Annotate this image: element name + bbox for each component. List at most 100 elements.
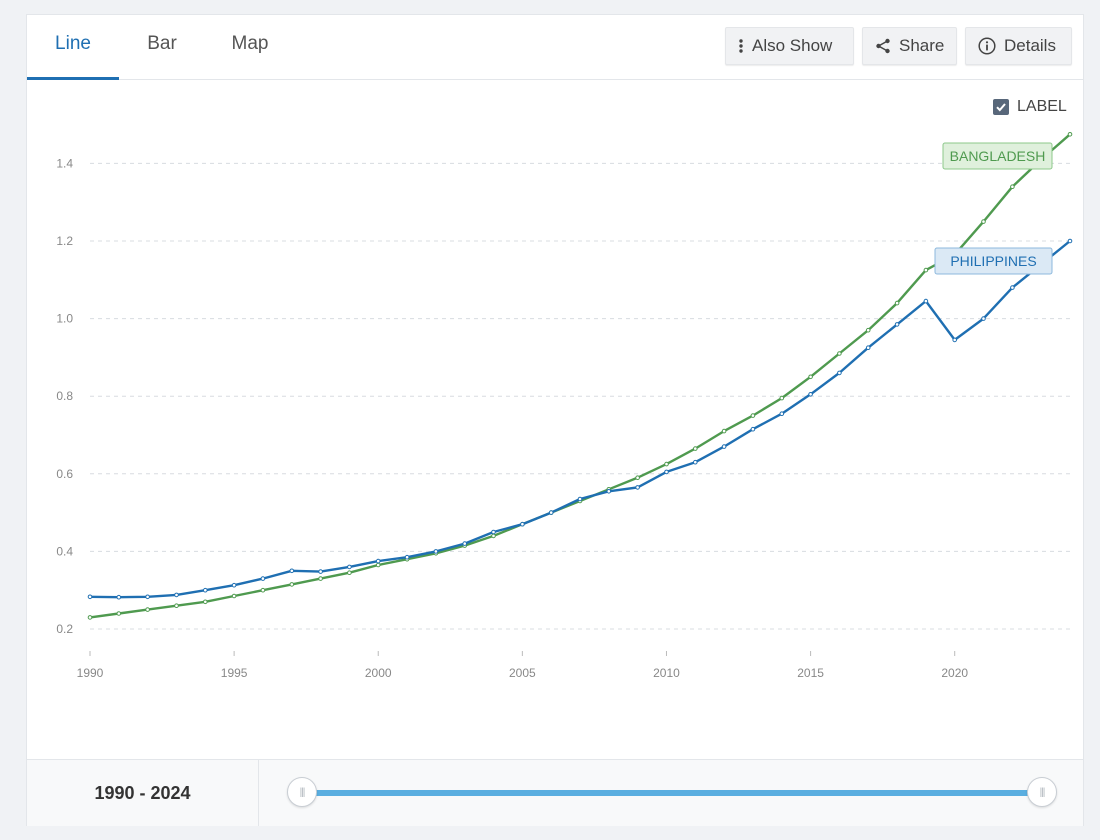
data-point-bangladesh [174, 603, 179, 609]
share-button[interactable]: Share [862, 27, 957, 65]
series-line-bangladesh [89, 133, 1071, 619]
data-point-philippines [837, 370, 842, 376]
data-point-philippines [520, 521, 525, 527]
year-range-text: 1990 - 2024 [27, 760, 259, 826]
data-point-bangladesh [231, 593, 237, 599]
data-point-bangladesh [145, 607, 150, 612]
series-label-philippines: PHILIPPINES [950, 253, 1036, 269]
y-tick-label: 0.4 [56, 544, 73, 558]
data-point-bangladesh [289, 582, 295, 587]
year-range-footer: 1990 - 2024 ||| ||| [27, 759, 1083, 826]
data-point-bangladesh [203, 599, 208, 605]
details-label: Details [1004, 36, 1056, 55]
data-point-philippines [635, 485, 640, 490]
data-point-philippines [923, 298, 929, 304]
series-line-philippines [89, 240, 1071, 599]
data-point-philippines [318, 569, 323, 574]
data-point-bangladesh [635, 475, 640, 481]
x-tick-label: 1995 [221, 666, 248, 680]
data-point-philippines [260, 576, 266, 581]
tab-bar-chart[interactable]: Bar [147, 33, 177, 54]
data-point-philippines [87, 594, 93, 600]
data-point-philippines [404, 554, 410, 560]
data-point-philippines [145, 594, 150, 600]
data-point-philippines [952, 337, 958, 343]
info-icon [978, 37, 996, 55]
data-point-philippines [548, 510, 554, 515]
y-tick-label: 1.4 [56, 156, 73, 170]
x-tick-label: 2005 [509, 666, 536, 680]
data-point-bangladesh [981, 219, 986, 224]
year-slider-track[interactable] [303, 790, 1041, 796]
checkbox-checked-icon[interactable] [993, 99, 1009, 115]
data-point-bangladesh [116, 611, 122, 616]
also-show-label: Also Show [752, 36, 833, 55]
data-point-philippines [1067, 238, 1073, 244]
data-point-philippines [116, 594, 122, 600]
data-point-philippines [433, 549, 439, 554]
also-show-button[interactable]: Also Show [725, 27, 854, 65]
data-point-philippines [750, 426, 756, 432]
data-point-bangladesh [318, 576, 323, 581]
tab-line[interactable]: Line [27, 15, 119, 80]
data-point-philippines [808, 392, 813, 397]
x-tick-label: 1990 [77, 666, 104, 680]
y-tick-label: 0.2 [56, 622, 73, 636]
data-point-bangladesh [894, 300, 900, 306]
data-point-bangladesh [491, 533, 496, 539]
series-label-box-philippines [934, 247, 1053, 275]
data-point-philippines [779, 411, 785, 417]
data-point-bangladesh [865, 327, 871, 333]
y-tick-label: 0.6 [56, 467, 73, 481]
data-point-bangladesh [375, 562, 381, 568]
data-point-philippines [664, 469, 669, 475]
x-tick-label: 2000 [365, 666, 392, 680]
data-point-philippines [1010, 285, 1015, 290]
data-point-philippines [347, 564, 352, 570]
tab-bar: Line Bar Map Also Show Share Details [27, 15, 1083, 80]
data-point-bangladesh [779, 395, 785, 401]
data-point-bangladesh [87, 615, 93, 620]
series-label-box-bangladesh [942, 142, 1053, 170]
data-point-philippines [894, 322, 900, 327]
data-point-philippines [606, 489, 612, 494]
chart-card: 0.2 0.4 0.6 0.8 1.0 1.2 1.4 1990 1995 2000 2005 201… [26, 14, 1084, 826]
tab-map[interactable]: Map [231, 33, 269, 54]
year-slider-fill [303, 790, 1041, 796]
x-tick-label: 2020 [941, 666, 968, 680]
data-point-bangladesh [808, 374, 813, 380]
data-point-philippines [693, 459, 698, 465]
y-tick-label: 0.8 [56, 389, 73, 403]
series-label-bangladesh: BANGLADESH [950, 148, 1046, 164]
more-vertical-icon [738, 38, 744, 54]
data-point-bangladesh [260, 587, 266, 593]
y-tick-label: 1.2 [56, 234, 73, 248]
data-point-philippines [462, 541, 468, 546]
data-point-philippines [231, 582, 237, 588]
data-point-bangladesh [1067, 132, 1073, 137]
data-point-philippines [981, 316, 986, 321]
data-point-philippines [203, 587, 208, 593]
slider-handle-end[interactable]: ||| [1027, 777, 1057, 807]
x-tick-label: 2010 [653, 666, 680, 680]
data-point-philippines [174, 592, 179, 598]
data-point-bangladesh [923, 267, 929, 273]
data-point-philippines [721, 444, 727, 449]
data-point-philippines [491, 529, 496, 535]
data-point-bangladesh [837, 351, 842, 356]
data-point-philippines [865, 345, 871, 351]
data-point-bangladesh [664, 461, 669, 467]
data-point-bangladesh [1010, 184, 1015, 189]
share-label: Share [899, 36, 945, 55]
data-point-philippines [375, 558, 381, 564]
slider-handle-start[interactable]: ||| [287, 777, 317, 807]
data-point-philippines [289, 568, 295, 574]
data-point-bangladesh [693, 446, 698, 451]
details-button[interactable]: Details [965, 27, 1072, 65]
label-toggle[interactable]: LABEL [993, 97, 1067, 117]
data-point-bangladesh [750, 413, 756, 418]
x-tick-label: 2015 [797, 666, 824, 680]
line-chart: 0.2 0.4 0.6 0.8 1.0 1.2 1.4 1990 1995 2000 2005 201… [56, 132, 1073, 680]
data-point-bangladesh [721, 428, 727, 434]
share-icon [875, 38, 891, 54]
